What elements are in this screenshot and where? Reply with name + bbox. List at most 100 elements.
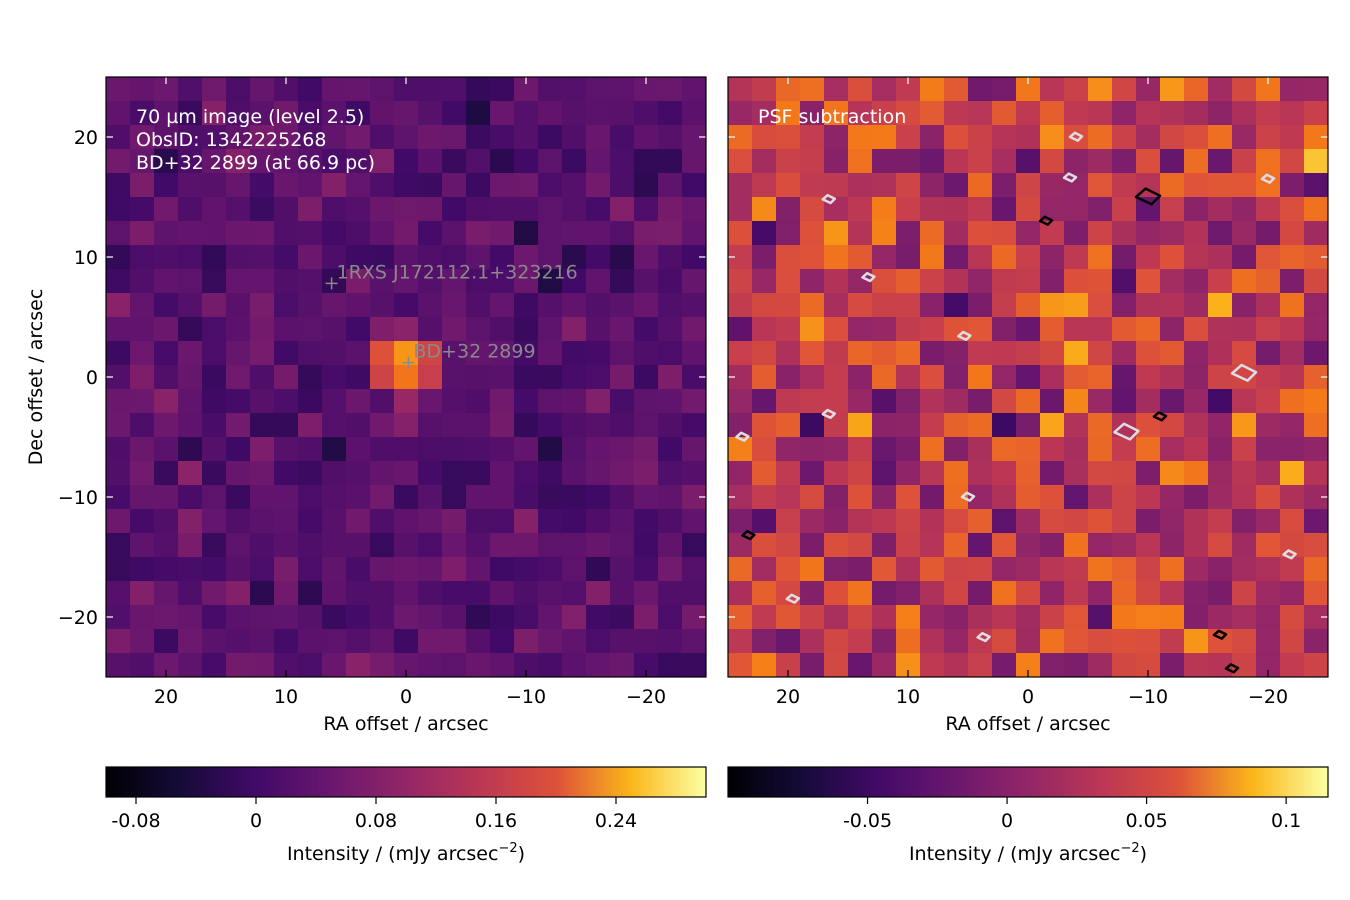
- x-axis-label-left: RA offset / arcsec: [323, 713, 488, 735]
- heatmap-cell: [250, 293, 275, 318]
- heatmap-cell: [872, 485, 897, 510]
- heatmap-cell: [466, 629, 491, 654]
- heatmap-cell: [322, 245, 347, 270]
- heatmap-cell: [848, 173, 873, 198]
- heatmap-cell: [586, 293, 611, 318]
- heatmap-cell: [920, 77, 945, 102]
- heatmap-cell: [1160, 293, 1185, 318]
- heatmap-cell: [1184, 557, 1209, 582]
- heatmap-cell: [1160, 509, 1185, 534]
- heatmap-cell: [1136, 365, 1161, 390]
- heatmap-cell: [634, 245, 659, 270]
- heatmap-cell: [106, 269, 131, 294]
- heatmap-cell: [178, 149, 203, 174]
- heatmap-cell: [226, 101, 251, 126]
- heatmap-cell: [274, 269, 299, 294]
- heatmap-cell: [752, 77, 777, 102]
- heatmap-cell: [178, 581, 203, 606]
- heatmap-cell: [824, 461, 849, 486]
- heatmap-cell: [538, 485, 563, 510]
- heatmap-cell: [418, 269, 443, 294]
- heatmap-cell: [610, 341, 635, 366]
- heatmap-cell: [202, 173, 227, 198]
- heatmap-cell: [824, 341, 849, 366]
- heatmap-cell: [1256, 389, 1281, 414]
- heatmap-cell: [586, 149, 611, 174]
- heatmap-cell: [130, 125, 155, 150]
- heatmap-cell: [896, 197, 921, 222]
- heatmap-cell: [776, 509, 801, 534]
- heatmap-cell: [250, 341, 275, 366]
- heatmap-cell: [658, 389, 683, 414]
- heatmap-cell: [896, 149, 921, 174]
- heatmap-cell: [1232, 293, 1257, 318]
- heatmap-cell: [992, 245, 1017, 270]
- heatmap-cell: [298, 269, 323, 294]
- heatmap-cell: [1304, 173, 1328, 198]
- panel-right: 20 10 0 −10 −20 PSF subtraction RA offset / …: [727, 76, 1329, 735]
- heatmap-cell: [1112, 653, 1137, 677]
- heatmap-cell: [106, 557, 131, 582]
- heatmap-cell: [944, 557, 969, 582]
- heatmap-cell: [682, 197, 706, 222]
- heatmap-cell: [1088, 317, 1113, 342]
- heatmap-cell: [920, 125, 945, 150]
- heatmap-cell: [322, 605, 347, 630]
- heatmap-cell: [418, 413, 443, 438]
- heatmap-cell: [202, 317, 227, 342]
- heatmap-cell: [658, 221, 683, 246]
- heatmap-cell: [538, 149, 563, 174]
- contour: [785, 593, 801, 604]
- heatmap-cell: [562, 269, 587, 294]
- heatmap-cell: [442, 557, 467, 582]
- contour: [1260, 173, 1276, 184]
- heatmap-cell: [154, 173, 179, 198]
- heatmap-cell: [274, 293, 299, 318]
- heatmap-cell: [848, 437, 873, 462]
- heatmap-cell: [322, 269, 347, 294]
- heatmap-cell: [1112, 101, 1137, 126]
- heatmap-cell: [562, 389, 587, 414]
- heatmap-cell: [1064, 629, 1089, 654]
- heatmap-cell: [514, 485, 539, 510]
- heatmap-cell: [752, 245, 777, 270]
- heatmap-cell: [394, 509, 419, 534]
- heatmap-cell: [634, 197, 659, 222]
- heatmap-cell: [1184, 533, 1209, 558]
- heatmap-cell: [1184, 461, 1209, 486]
- heatmap-cell: [1088, 461, 1113, 486]
- heatmap-cell: [776, 341, 801, 366]
- heatmap-cell: [538, 509, 563, 534]
- heatmap-cell: [1208, 365, 1233, 390]
- heatmap-cell: [992, 317, 1017, 342]
- heatmap-cell: [346, 437, 371, 462]
- colorbar-tick-label: 0: [1001, 810, 1013, 832]
- heatmap-cell: [1040, 509, 1065, 534]
- heatmap-cell: [226, 557, 251, 582]
- heatmap-cell: [106, 173, 131, 198]
- heatmap-cell: [370, 197, 395, 222]
- heatmap-cell: [610, 101, 635, 126]
- heatmap-cell: [610, 245, 635, 270]
- heatmap-cell: [1016, 269, 1041, 294]
- colorbar-tick-label: 0.08: [355, 810, 397, 832]
- heatmap-cell: [322, 389, 347, 414]
- heatmap-cell: [1280, 389, 1305, 414]
- heatmap-cell: [274, 461, 299, 486]
- heatmap-cell: [466, 533, 491, 558]
- x-tick-label: −10: [1128, 686, 1168, 708]
- heatmap-cell: [178, 461, 203, 486]
- heatmap-cell: [346, 557, 371, 582]
- heatmap-cell: [538, 437, 563, 462]
- heatmap-cell: [346, 653, 371, 677]
- heatmap-cell: [1088, 173, 1113, 198]
- heatmap-cell: [106, 317, 131, 342]
- heatmap-cell: [848, 605, 873, 630]
- heatmap-cell: [274, 533, 299, 558]
- heatmap-cell: [1040, 269, 1065, 294]
- heatmap-cell: [202, 629, 227, 654]
- heatmap-cell: [154, 125, 179, 150]
- heatmap-cell: [1064, 461, 1089, 486]
- heatmap-cell: [514, 413, 539, 438]
- heatmap-cell: [1040, 101, 1065, 126]
